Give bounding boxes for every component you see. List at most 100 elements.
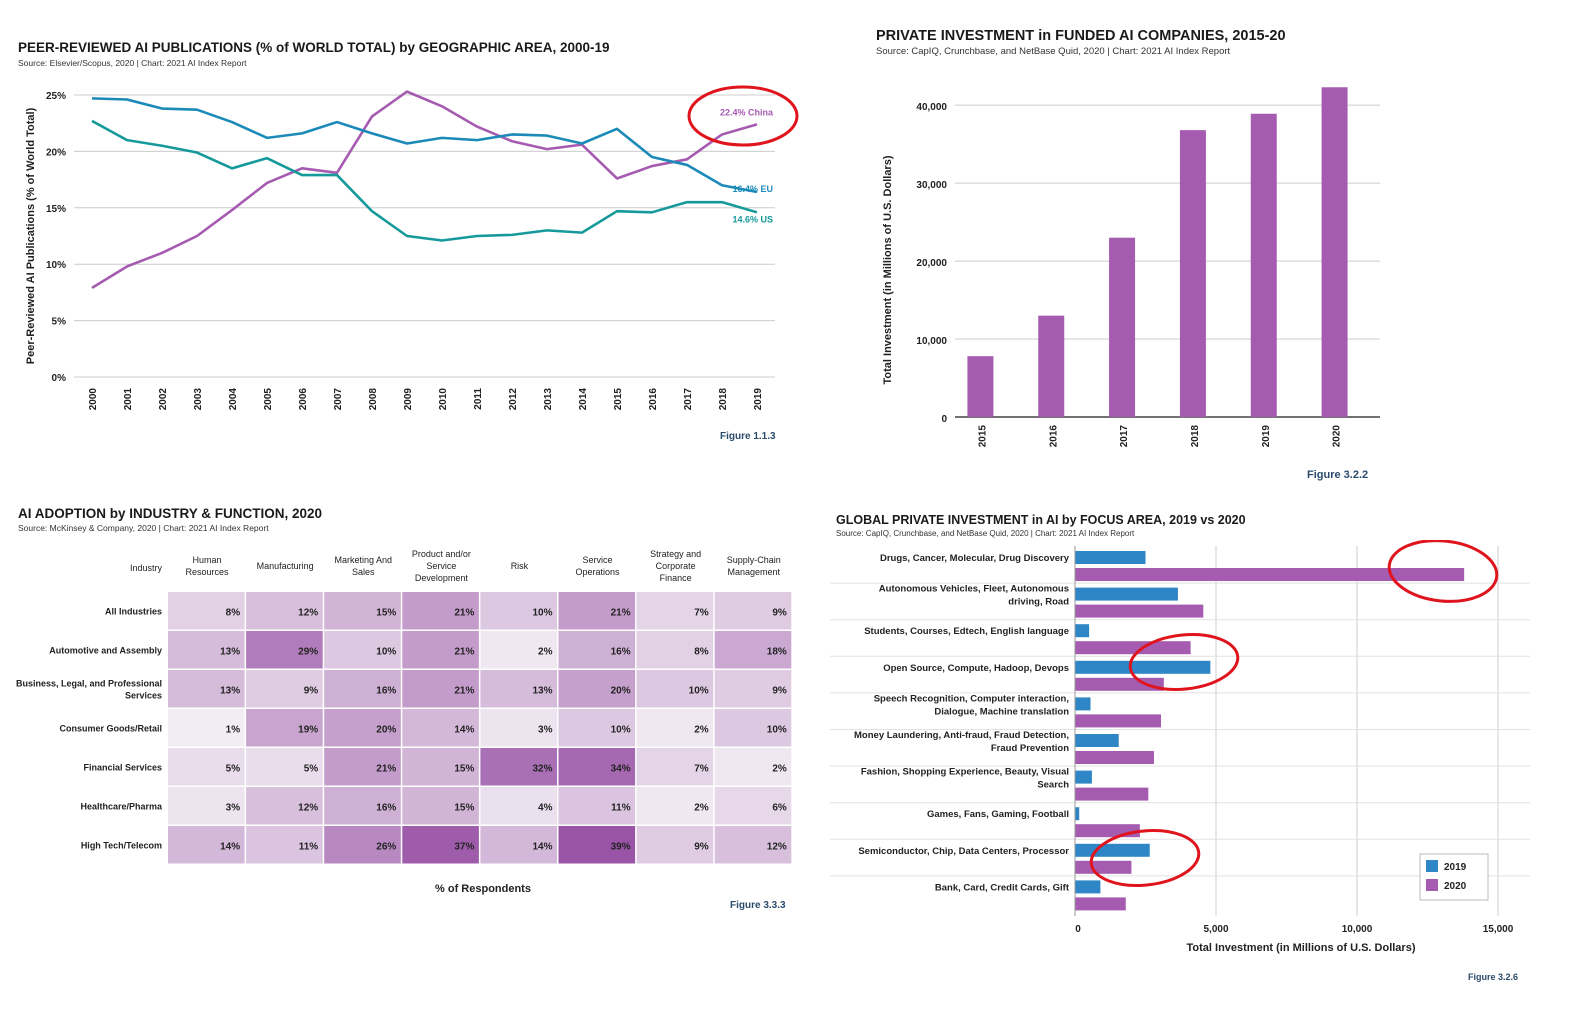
y-axis-label: Peer-Reviewed AI Publications (% of Worl…	[25, 107, 37, 364]
x-tick-label: 2009	[403, 388, 414, 411]
bar-2020	[1075, 751, 1154, 764]
legend-swatch-2020	[1426, 879, 1438, 891]
heatmap-cell	[714, 670, 792, 708]
heatmap-cell	[480, 748, 557, 786]
heatmap-cell	[324, 670, 401, 708]
x-tick-label: 2007	[333, 388, 344, 411]
heatmap-value: 26%	[376, 842, 396, 853]
heatmap-cell	[246, 748, 323, 786]
heatmap-cell	[168, 709, 245, 747]
heatmap-value: 12%	[767, 842, 787, 853]
investment-figure-label: Figure 3.2.2	[1307, 469, 1369, 481]
bar-2020	[1075, 860, 1132, 874]
heatmap-value: 10%	[376, 647, 396, 658]
category-label: Students, Courses, Edtech, English langu…	[864, 626, 1069, 637]
adoption-title: AI ADOPTION by INDUSTRY & FUNCTION, 2020	[18, 506, 323, 521]
category-label: Drugs, Cancer, Molecular, Drug Discovery	[880, 553, 1070, 564]
bar-2020	[1321, 87, 1348, 418]
series-label-us: 14.6% US	[732, 214, 773, 224]
x-tick-label: 2003	[193, 388, 204, 411]
heatmap-value: 12%	[298, 608, 318, 619]
heatmap-cell	[636, 709, 714, 747]
heatmap-cell	[480, 592, 557, 630]
row-header: All Industries	[105, 607, 162, 617]
bar-2020	[1075, 824, 1140, 838]
heatmap-cell	[324, 826, 401, 864]
heatmap-value: 21%	[376, 764, 396, 775]
heatmap-value: 32%	[532, 764, 552, 775]
legend-label-2020: 2020	[1444, 881, 1467, 892]
heatmap-value: 10%	[532, 608, 552, 619]
bar-2020	[1075, 897, 1126, 911]
y-tick-label: 25%	[46, 91, 66, 102]
heatmap-cell	[636, 787, 714, 825]
column-header: Risk	[511, 561, 529, 571]
column-header: Marketing And Sales	[334, 555, 392, 577]
heatmap-value: 15%	[376, 608, 396, 619]
x-tick-label: 2002	[158, 388, 169, 411]
heatmap-cell	[324, 748, 401, 786]
focus-horizontal-bar-chart: 0 5,000 10,000 15,000 Total Investment (in M…	[830, 540, 1530, 954]
heatmap-value: 5%	[226, 764, 241, 775]
x-tick-label: 10,000	[1342, 924, 1373, 935]
heatmap-cell	[324, 631, 401, 669]
heatmap-value: 29%	[298, 647, 318, 658]
bar-2017	[1109, 237, 1136, 417]
x-axis-label: Total Investment (in Millions of U.S. Do…	[1187, 942, 1416, 954]
heatmap-value: 3%	[538, 725, 553, 736]
heatmap-cell	[480, 826, 557, 864]
heatmap-cell	[324, 709, 401, 747]
x-tick-label: 2001	[123, 388, 134, 411]
publications-source: Source: Elsevier/Scopus, 2020 | Chart: 2…	[18, 58, 247, 68]
heatmap-value: 37%	[454, 842, 474, 853]
heatmap-cell	[246, 826, 323, 864]
heatmap-value: 1%	[226, 725, 241, 736]
heatmap-value: 9%	[694, 842, 709, 853]
bar-2019	[1075, 660, 1211, 674]
bar-2019	[1075, 587, 1178, 601]
column-header: Product and/or Service Development	[412, 549, 471, 583]
bar-2019	[1075, 734, 1119, 747]
heatmap-value: 9%	[772, 608, 787, 619]
heatmap-cell	[558, 631, 636, 669]
heatmap-value: 10%	[611, 725, 631, 736]
bar-2019	[1075, 624, 1090, 638]
heatmap-value: 3%	[226, 803, 241, 814]
heatmap-cell	[558, 670, 636, 708]
bar-2020	[1075, 714, 1162, 728]
heatmap-value: 6%	[772, 803, 787, 814]
x-tick-label: 2018	[718, 388, 729, 411]
heatmap-value: 11%	[299, 842, 319, 853]
heatmap-cell	[168, 631, 245, 669]
heatmap-corner-label: Industry	[130, 563, 163, 573]
bar-2020	[1075, 641, 1191, 655]
heatmap-cell	[402, 670, 479, 708]
row-header: Healthcare/Pharma	[80, 802, 163, 812]
heatmap-value: 16%	[376, 686, 396, 697]
x-tick-label: 2017	[683, 388, 694, 411]
bar-2020	[1075, 787, 1149, 801]
heatmap-cell	[246, 709, 323, 747]
heatmap-cell	[558, 826, 636, 864]
x-tick-label: 2019	[1261, 425, 1272, 448]
category-label: Speech Recognition, Computer interaction…	[874, 693, 1070, 717]
series-line-us	[91, 119, 758, 242]
y-tick-label: 20%	[46, 147, 66, 158]
x-tick-label: 2015	[613, 388, 624, 411]
heatmap-value: 8%	[694, 647, 709, 658]
heatmap-value: 21%	[454, 686, 474, 697]
heatmap-value: 20%	[611, 686, 631, 697]
y-tick-label: 30,000	[916, 180, 947, 191]
heatmap-value: 11%	[611, 803, 631, 814]
legend-swatch-2019	[1426, 860, 1438, 872]
x-tick-label: 2018	[1190, 425, 1201, 448]
x-tick-label: 2014	[578, 388, 589, 411]
heatmap-cell	[636, 748, 714, 786]
heatmap-cell	[714, 631, 792, 669]
y-tick-label: 10%	[46, 260, 66, 271]
heatmap-value: 21%	[454, 647, 474, 658]
investment-source: Source: CapIQ, Crunchbase, and NetBase Q…	[876, 46, 1231, 57]
category-label: Money Laundering, Anti-fraud, Fraud Dete…	[854, 730, 1069, 754]
bar-2018	[1179, 130, 1206, 418]
bar-2019	[1075, 880, 1101, 894]
